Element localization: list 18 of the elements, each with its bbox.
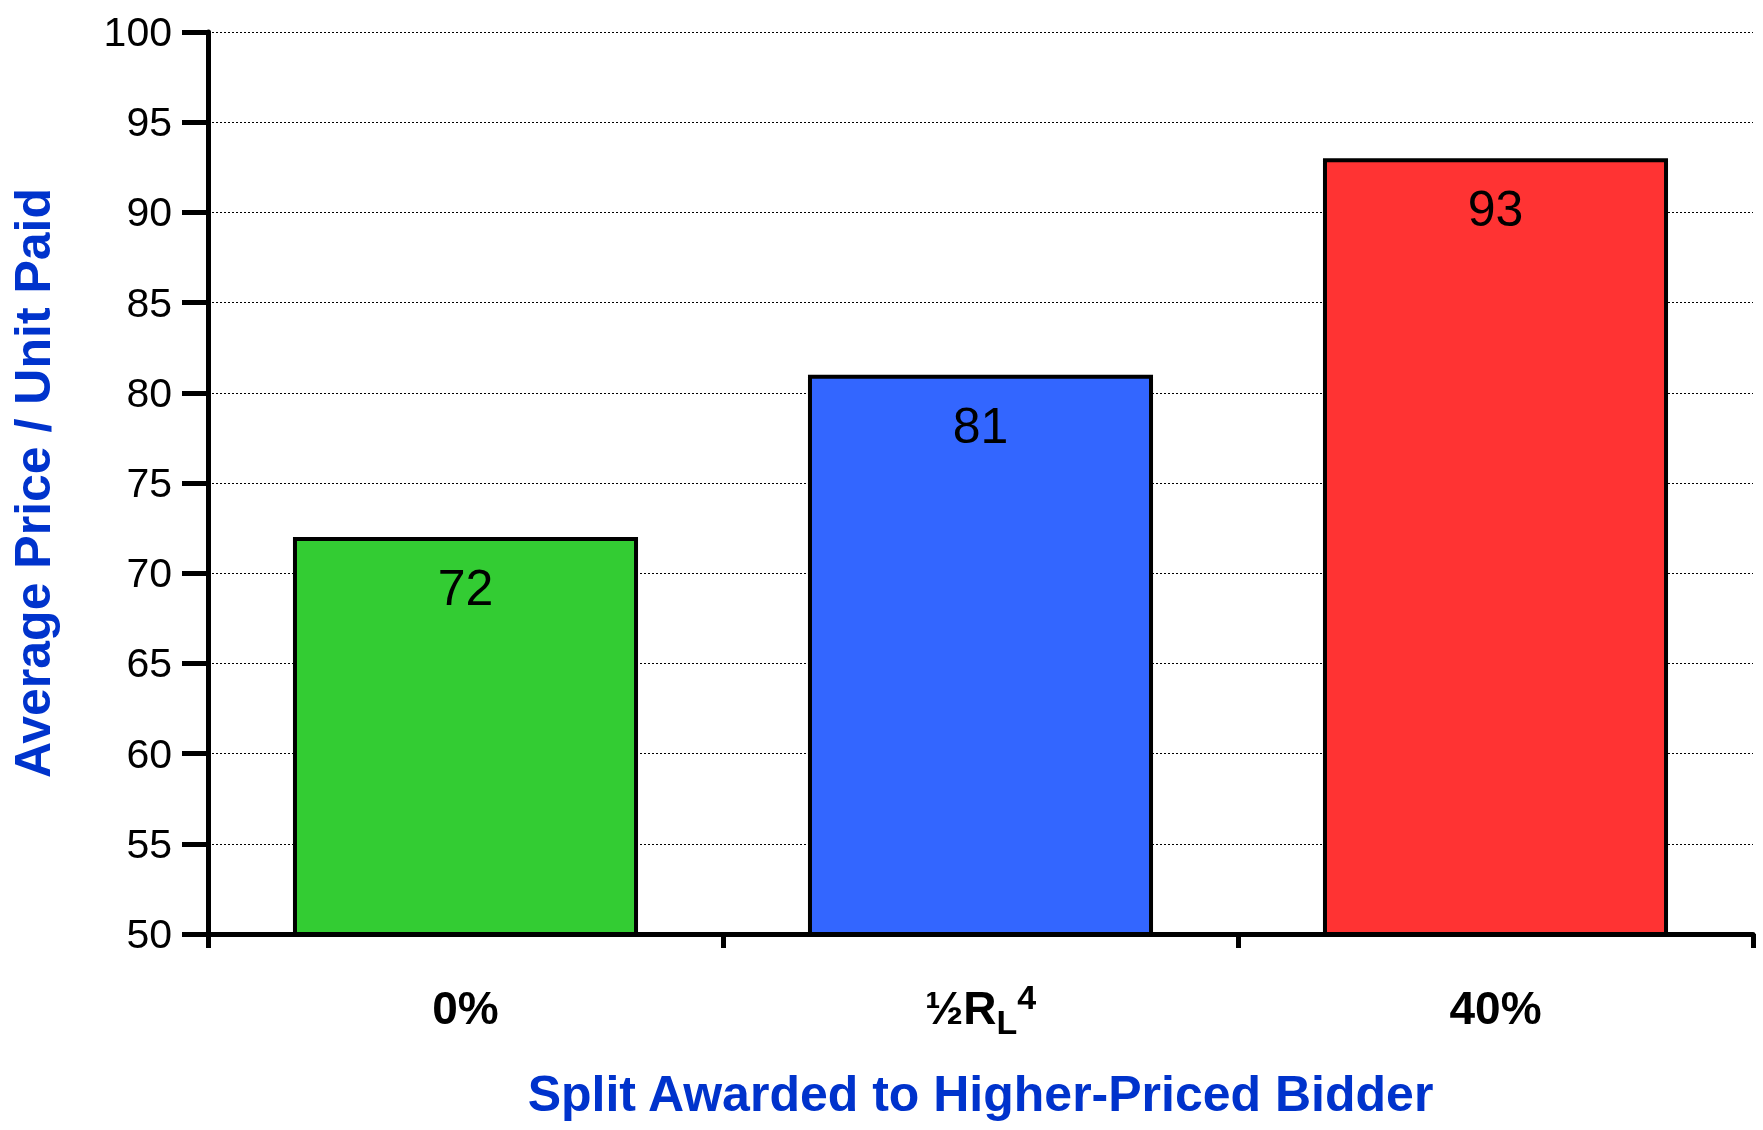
y-tick-label: 70 [126, 550, 172, 597]
y-tick-label: 65 [126, 640, 172, 687]
x-axis-title: Split Awarded to Higher-Priced Bidder [527, 1066, 1434, 1122]
y-tick-label: 55 [126, 820, 172, 867]
y-tick-label: 95 [126, 99, 172, 146]
y-tick-label: 60 [126, 730, 172, 777]
y-tick-label: 50 [126, 911, 172, 957]
x-tick-label: 40% [1449, 982, 1542, 1034]
x-tick-label: 0% [432, 982, 499, 1034]
y-tick-label: 75 [126, 460, 172, 506]
y-axis-title: Average Price / Unit Paid [5, 187, 61, 779]
y-tick-label: 85 [126, 279, 172, 326]
data-label: 81 [952, 397, 1009, 454]
data-label: 72 [437, 560, 494, 617]
y-tick-label: 100 [103, 9, 172, 55]
y-tick-label: 90 [126, 189, 172, 236]
data-label: 93 [1467, 181, 1524, 238]
y-tick-label: 80 [126, 369, 172, 416]
